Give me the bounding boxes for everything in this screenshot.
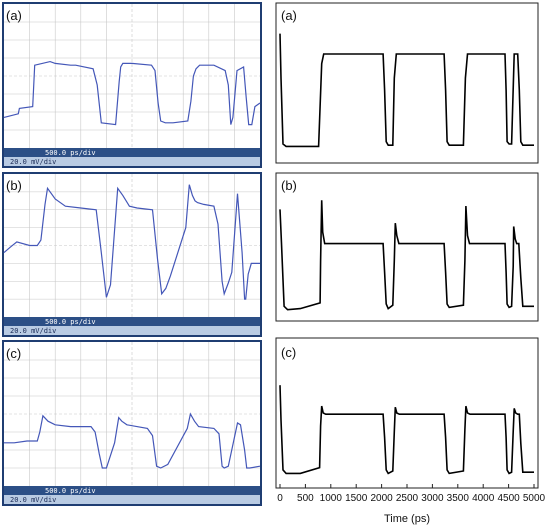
x-tick-label: 0 bbox=[277, 493, 283, 504]
timebase-label: 500.0 ps/div bbox=[45, 487, 96, 495]
sim-frame bbox=[275, 337, 539, 489]
panel-label-b: (b) bbox=[6, 178, 22, 193]
scope-trace-a bbox=[3, 60, 261, 126]
x-tick-label: 1000 bbox=[320, 493, 343, 504]
scope-voltage-bar bbox=[4, 326, 260, 335]
sim-panel-c: (c) 0 500 1000 1500 2000 2500 3000 3500 4000 4500… bbox=[275, 337, 546, 525]
x-tick-label: 4000 bbox=[472, 493, 495, 504]
scope-voltage-bar bbox=[4, 157, 260, 166]
sim-trace-c bbox=[279, 385, 534, 475]
scope-trace-b bbox=[3, 184, 260, 300]
sim-trace-b bbox=[279, 200, 534, 311]
sim-panel-a: (a) bbox=[275, 2, 539, 164]
scope-grid bbox=[4, 342, 260, 486]
panel-label-c: (c) bbox=[6, 346, 21, 361]
x-tick-label: 1500 bbox=[345, 493, 368, 504]
scope-panel-b: 500.0 ps/div 20.0 mV/div (b) bbox=[2, 172, 262, 337]
panel-label-b: (b) bbox=[281, 178, 297, 193]
voltage-label: 20.0 mV/div bbox=[10, 496, 56, 504]
scope-timebase-bar bbox=[4, 148, 260, 157]
x-tick-label: 5000 bbox=[523, 493, 546, 504]
sim-trace-a bbox=[279, 33, 534, 148]
voltage-label: 20.0 mV/div bbox=[10, 327, 56, 335]
x-tick-label: 4500 bbox=[497, 493, 520, 504]
panel-label-c: (c) bbox=[281, 345, 296, 360]
voltage-label: 20.0 mV/div bbox=[10, 158, 56, 166]
panel-label-a: (a) bbox=[6, 8, 22, 23]
sim-panel-b: (b) bbox=[275, 172, 539, 322]
scope-timebase-bar bbox=[4, 317, 260, 326]
panel-label-a: (a) bbox=[281, 8, 297, 23]
x-tick-label: 2000 bbox=[370, 493, 393, 504]
x-tick-label: 3500 bbox=[447, 493, 470, 504]
x-axis-title: Time (ps) bbox=[384, 513, 430, 525]
scope-timebase-bar bbox=[4, 486, 260, 495]
scope-panel-c: 500.0 ps/div 20.0 mV/div (c) bbox=[2, 340, 262, 506]
sim-frame bbox=[275, 2, 539, 164]
scope-voltage-bar bbox=[4, 495, 260, 504]
scope-trace-c bbox=[4, 412, 261, 469]
x-tick-label: 500 bbox=[297, 493, 314, 504]
scope-grid bbox=[4, 174, 260, 317]
sim-frame bbox=[275, 172, 539, 322]
scope-panel-a: 500.0 ps/div 20.0 mV/div (a) bbox=[2, 2, 262, 168]
timebase-label: 500.0 ps/div bbox=[45, 149, 96, 157]
timebase-label: 500.0 ps/div bbox=[45, 318, 96, 326]
x-tick-label: 3000 bbox=[421, 493, 444, 504]
x-axis-ticks: 0 500 1000 1500 2000 2500 3000 3500 4000 4500 5000 bbox=[277, 484, 546, 504]
scope-grid bbox=[4, 4, 260, 148]
x-tick-label: 2500 bbox=[396, 493, 419, 504]
